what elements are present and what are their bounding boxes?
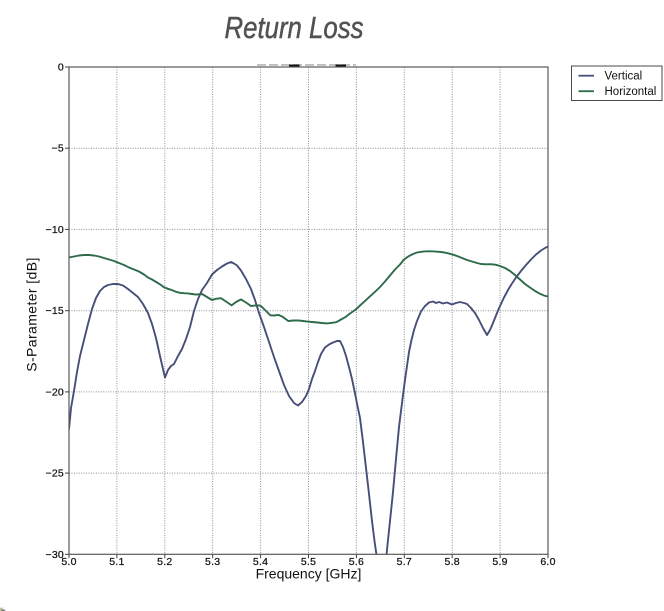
svg-text:5.6: 5.6 bbox=[349, 556, 364, 568]
svg-text:5.0: 5.0 bbox=[61, 556, 76, 568]
svg-text:Vertical: Vertical bbox=[605, 70, 643, 82]
svg-text:S-Parameter [dB]: S-Parameter [dB] bbox=[24, 257, 40, 372]
svg-text:5.9: 5.9 bbox=[492, 556, 507, 568]
svg-text:5.5: 5.5 bbox=[301, 556, 316, 568]
svg-text:5.1: 5.1 bbox=[109, 556, 124, 568]
svg-text:5.2: 5.2 bbox=[157, 556, 172, 568]
svg-text:5.8: 5.8 bbox=[445, 556, 460, 568]
svg-text:0: 0 bbox=[58, 62, 64, 74]
svg-text:−30: −30 bbox=[45, 549, 64, 561]
svg-text:5.7: 5.7 bbox=[397, 556, 412, 568]
svg-text:−5: −5 bbox=[52, 143, 64, 155]
svg-text:−20: −20 bbox=[45, 386, 64, 398]
svg-text:Frequency [GHz]: Frequency [GHz] bbox=[256, 566, 362, 582]
svg-text:−15: −15 bbox=[45, 305, 64, 317]
svg-text:−10: −10 bbox=[45, 224, 64, 236]
svg-text:6.0: 6.0 bbox=[540, 556, 555, 568]
svg-text:−25: −25 bbox=[45, 468, 64, 480]
svg-text:5.4: 5.4 bbox=[253, 556, 268, 568]
svg-text:Horizontal: Horizontal bbox=[605, 86, 657, 98]
svg-text:5.3: 5.3 bbox=[205, 556, 220, 568]
